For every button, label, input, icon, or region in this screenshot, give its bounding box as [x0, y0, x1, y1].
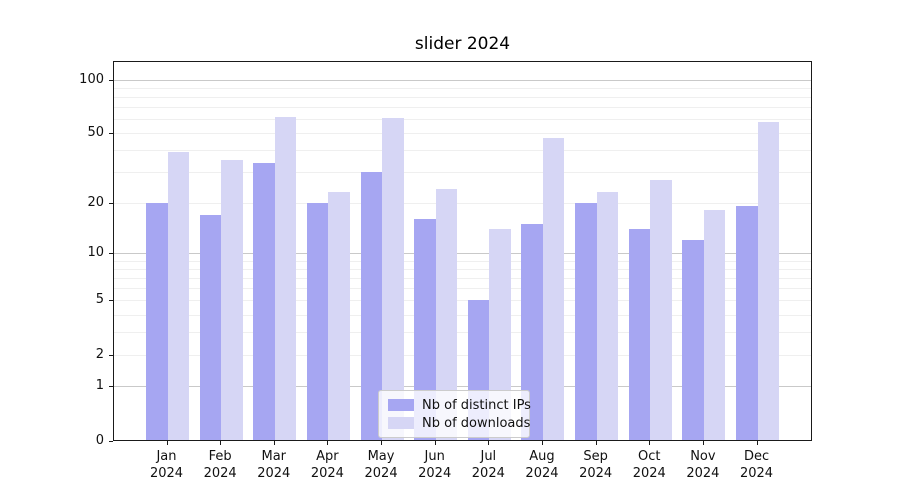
x-tick-label-jun: Jun 2024	[418, 449, 452, 481]
bar-aug-downloads	[542, 137, 565, 440]
y-tick-label-100: 100	[79, 71, 104, 87]
gridline-7	[114, 277, 811, 279]
x-tick-label-mar: Mar 2024	[257, 449, 291, 481]
gridline-80	[114, 96, 811, 98]
x-tick-label-jul: Jul 2024	[471, 449, 505, 481]
bar-sep-downloads	[596, 192, 619, 440]
bar-feb-distinct-ips	[199, 214, 222, 440]
y-tick-label-1: 1	[95, 378, 104, 394]
bar-jun-downloads	[435, 188, 458, 440]
bar-feb-downloads	[221, 160, 243, 440]
x-tick-label-sep: Sep 2024	[579, 449, 613, 481]
bar-nov-downloads	[703, 210, 726, 440]
bar-dec-downloads	[757, 121, 780, 440]
bar-aug-distinct-ips	[521, 223, 543, 440]
y-tick-label-10: 10	[87, 245, 104, 261]
bar-jul-downloads	[489, 228, 511, 440]
legend-item-downloads: Nb of downloads	[388, 414, 530, 432]
bar-nov-distinct-ips	[682, 240, 704, 440]
bar-jan-distinct-ips	[146, 202, 168, 440]
gridline-40	[114, 150, 811, 152]
gridline-2	[114, 354, 811, 356]
x-tick-mark-aug	[541, 441, 543, 445]
y-tick-mark-100	[109, 79, 113, 81]
gridline-9	[114, 260, 811, 262]
x-tick-label-apr: Apr 2024	[310, 449, 344, 481]
x-tick-mark-dec	[756, 441, 758, 445]
y-tick-label-5: 5	[95, 292, 104, 308]
bar-jan-downloads	[167, 152, 189, 440]
x-tick-mark-may	[381, 441, 383, 445]
y-tick-mark-2	[109, 354, 113, 356]
bar-oct-downloads	[650, 180, 672, 440]
gridline-20	[114, 202, 811, 204]
plot-area	[113, 61, 812, 441]
gridline-4	[114, 314, 811, 316]
x-tick-mark-apr	[327, 441, 329, 445]
bar-mar-distinct-ips	[253, 162, 275, 440]
y-tick-mark-0	[109, 440, 113, 442]
y-tick-label-50: 50	[87, 125, 104, 141]
gridline-90	[114, 87, 811, 89]
gridline-3	[114, 332, 811, 334]
gridline-100	[114, 79, 811, 81]
legend-swatch-downloads	[388, 417, 414, 429]
legend-label-distinct-ips: Nb of distinct IPs	[422, 397, 531, 413]
bar-apr-distinct-ips	[306, 202, 329, 440]
chart-title: slider 2024	[414, 34, 511, 54]
gridline-8	[114, 268, 811, 270]
gridline-6	[114, 288, 811, 290]
x-tick-label-may: May 2024	[364, 449, 398, 481]
y-tick-mark-1	[109, 386, 113, 388]
x-tick-mark-jul	[488, 441, 490, 445]
bar-dec-distinct-ips	[736, 206, 758, 440]
y-tick-mark-50	[109, 133, 113, 135]
x-tick-label-jan: Jan 2024	[149, 449, 184, 481]
x-tick-mark-jan	[166, 441, 168, 445]
x-tick-label-feb: Feb 2024	[203, 449, 237, 481]
bar-apr-downloads	[328, 192, 350, 440]
x-tick-mark-sep	[595, 441, 597, 445]
gridline-70	[114, 107, 811, 109]
x-tick-label-dec: Dec 2024	[739, 449, 774, 481]
x-tick-label-oct: Oct 2024	[632, 449, 666, 481]
gridline-10	[114, 253, 811, 255]
y-tick-mark-10	[109, 253, 113, 255]
x-tick-mark-feb	[220, 441, 222, 445]
gridline-50	[114, 133, 811, 135]
y-tick-label-20: 20	[87, 194, 104, 210]
bar-sep-distinct-ips	[575, 202, 597, 440]
bar-jun-distinct-ips	[414, 219, 436, 440]
gridline-30	[114, 172, 811, 174]
bar-oct-distinct-ips	[628, 228, 651, 440]
x-tick-mark-oct	[649, 441, 651, 445]
y-tick-mark-5	[109, 300, 113, 302]
x-tick-label-nov: Nov 2024	[686, 449, 720, 481]
x-tick-mark-nov	[702, 441, 704, 445]
x-tick-label-aug: Aug 2024	[525, 449, 559, 481]
legend-item-distinct-ips: Nb of distinct IPs	[388, 396, 531, 414]
legend: Nb of distinct IPs Nb of downloads	[378, 390, 531, 438]
legend-label-downloads: Nb of downloads	[422, 415, 531, 431]
bar-may-distinct-ips	[360, 172, 383, 440]
gridline-60	[114, 119, 811, 121]
bar-mar-downloads	[274, 116, 297, 440]
x-tick-mark-jun	[434, 441, 436, 445]
y-tick-mark-20	[109, 202, 113, 204]
legend-swatch-distinct-ips	[388, 399, 414, 411]
y-tick-label-0: 0	[95, 432, 104, 448]
x-tick-mark-mar	[273, 441, 275, 445]
gridline-1	[114, 386, 811, 388]
gridline-5	[114, 300, 811, 302]
bar-may-downloads	[382, 117, 404, 440]
y-tick-label-2: 2	[95, 346, 104, 362]
